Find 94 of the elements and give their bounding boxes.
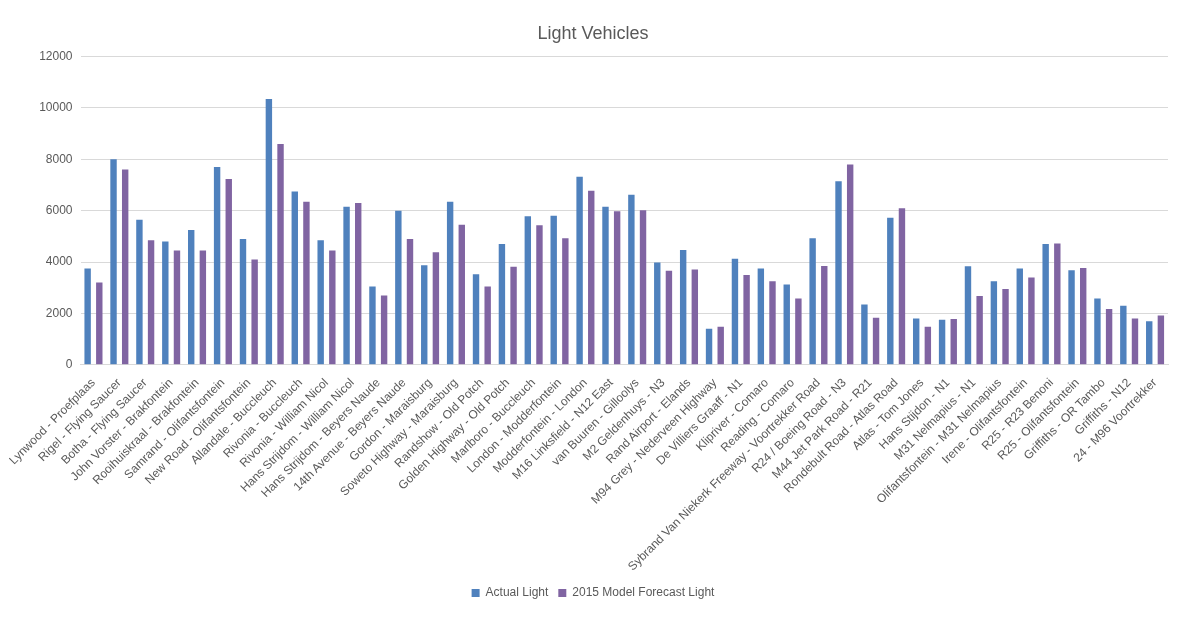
bar xyxy=(225,179,232,365)
bar xyxy=(691,269,699,365)
bar xyxy=(938,319,946,365)
bar xyxy=(369,286,376,365)
bar xyxy=(251,259,258,365)
bar xyxy=(1094,298,1101,365)
bar xyxy=(795,298,802,365)
bar xyxy=(769,281,776,365)
bar xyxy=(213,167,221,365)
y-tick-label: 2000 xyxy=(45,305,73,320)
chart-title: Light Vehicles xyxy=(537,22,649,43)
bar xyxy=(96,282,103,365)
bar xyxy=(1157,315,1165,365)
legend-label: 2015 Model Forecast Light xyxy=(572,585,716,600)
y-tick-label: 12000 xyxy=(39,48,73,63)
bar xyxy=(1105,309,1113,365)
bar xyxy=(743,274,750,365)
bar xyxy=(380,295,388,365)
bar xyxy=(317,240,324,365)
bar xyxy=(136,219,143,365)
bar xyxy=(265,98,273,365)
bar xyxy=(872,317,880,365)
bar xyxy=(84,268,91,365)
bar xyxy=(950,319,957,365)
bar xyxy=(395,210,402,365)
bar xyxy=(147,240,155,365)
bar xyxy=(173,250,181,365)
bar xyxy=(588,190,595,365)
bar xyxy=(421,265,428,365)
bar xyxy=(188,229,195,365)
bar xyxy=(1080,267,1087,365)
bar xyxy=(1131,318,1139,365)
bar xyxy=(964,266,972,365)
bar xyxy=(679,250,687,365)
bar xyxy=(665,270,673,365)
y-tick-label: 10000 xyxy=(39,100,73,115)
bar xyxy=(550,215,557,365)
bar xyxy=(536,225,543,365)
bar xyxy=(613,211,621,365)
bar xyxy=(472,274,480,365)
y-tick-label: 8000 xyxy=(45,151,73,166)
bar xyxy=(303,201,310,365)
bar xyxy=(628,194,635,365)
bar xyxy=(524,216,532,365)
bar xyxy=(1042,244,1049,365)
bar xyxy=(355,203,362,365)
bar xyxy=(162,241,169,365)
bar xyxy=(861,304,868,365)
bar xyxy=(239,238,247,365)
bar xyxy=(562,238,569,365)
bar xyxy=(1120,305,1127,365)
bar xyxy=(846,164,854,365)
bar xyxy=(1016,268,1023,365)
bar xyxy=(199,250,207,365)
bar xyxy=(458,224,465,365)
bar xyxy=(731,258,739,365)
bar xyxy=(809,238,816,365)
bar xyxy=(654,262,661,365)
bar xyxy=(110,159,117,365)
y-tick-label: 6000 xyxy=(45,203,73,218)
bar xyxy=(1002,289,1009,365)
bar xyxy=(835,181,842,365)
bar xyxy=(291,191,298,365)
bar xyxy=(990,281,998,365)
y-tick-label: 0 xyxy=(65,357,73,372)
bar xyxy=(639,210,647,365)
bar xyxy=(576,176,583,365)
bar xyxy=(976,295,983,365)
bar xyxy=(277,143,284,365)
bar xyxy=(406,238,414,365)
y-tick-label: 4000 xyxy=(45,254,73,269)
bar xyxy=(705,328,713,365)
bar xyxy=(343,206,350,365)
bar xyxy=(912,318,920,365)
bar xyxy=(121,169,129,365)
bar xyxy=(484,286,491,365)
bar xyxy=(783,284,790,365)
bar xyxy=(757,268,765,365)
bar xyxy=(1146,321,1153,365)
bar xyxy=(898,208,906,365)
bar xyxy=(602,206,609,365)
bar xyxy=(1054,243,1061,365)
bar xyxy=(510,266,517,365)
bar xyxy=(1028,277,1035,365)
bar xyxy=(432,252,440,365)
legend-label: Actual Light xyxy=(485,585,549,600)
bar xyxy=(329,250,336,365)
bar xyxy=(1068,270,1075,365)
bar xyxy=(498,244,506,365)
bar xyxy=(887,217,894,365)
bar xyxy=(821,265,828,365)
bar xyxy=(924,326,932,365)
bar xyxy=(717,326,724,365)
bar xyxy=(446,201,454,365)
